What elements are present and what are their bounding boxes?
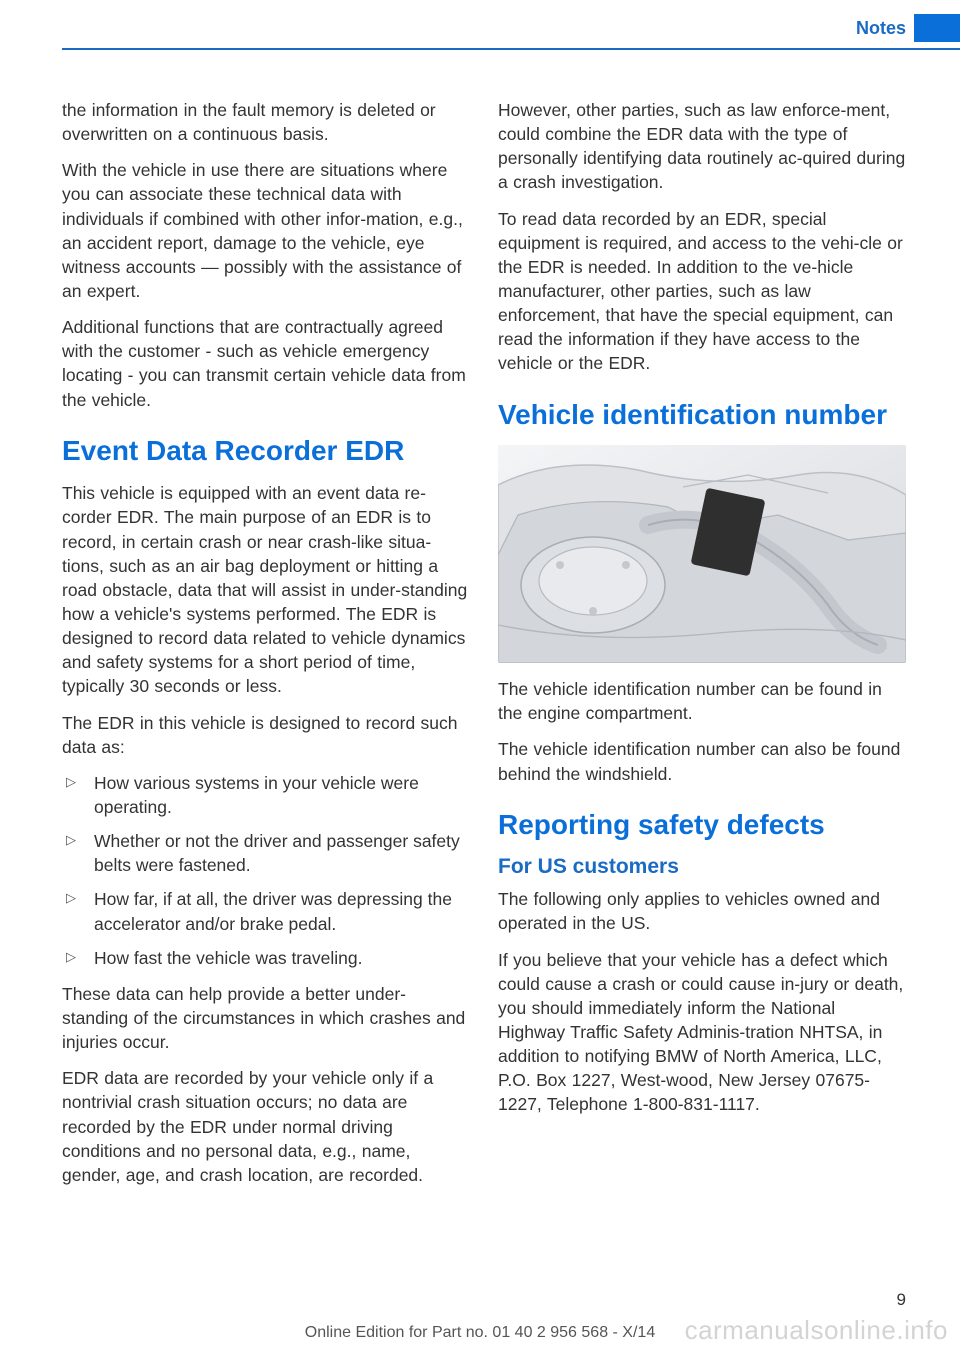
body-paragraph: The vehicle identification number can be…: [498, 677, 906, 725]
body-paragraph: The EDR in this vehicle is designed to r…: [62, 711, 470, 759]
vin-location-illustration: [498, 445, 906, 663]
left-column: the information in the fault memory is d…: [62, 98, 470, 1199]
header-accent-block: [914, 14, 960, 42]
body-paragraph: Additional functions that are contractua…: [62, 315, 470, 412]
subheading-us-customers: For US customers: [498, 855, 906, 879]
list-item: How fast the vehicle was traveling.: [62, 946, 470, 970]
list-item: How various systems in your vehicle were…: [62, 771, 470, 819]
page-content: the information in the fault memory is d…: [62, 98, 906, 1199]
page-header: Notes: [0, 18, 960, 48]
heading-safety-defects: Reporting safety defects: [498, 808, 906, 842]
list-item: Whether or not the driver and passenger …: [62, 829, 470, 877]
heading-edr: Event Data Recorder EDR: [62, 434, 470, 468]
body-paragraph: This vehicle is equipped with an event d…: [62, 481, 470, 698]
body-paragraph: If you believe that your vehicle has a d…: [498, 948, 906, 1117]
right-column: However, other parties, such as law enfo…: [498, 98, 906, 1199]
section-label: Notes: [856, 18, 906, 39]
body-paragraph: EDR data are recorded by your vehicle on…: [62, 1066, 470, 1187]
edr-data-list: How various systems in your vehicle were…: [62, 771, 470, 970]
body-paragraph: These data can help provide a better und…: [62, 982, 470, 1054]
page-number: 9: [897, 1290, 906, 1310]
heading-vin: Vehicle identification number: [498, 398, 906, 432]
page-footer: Online Edition for Part no. 01 40 2 956 …: [0, 1324, 960, 1342]
body-paragraph: However, other parties, such as law enfo…: [498, 98, 906, 195]
body-paragraph: With the vehicle in use there are situat…: [62, 158, 470, 303]
list-item: How far, if at all, the driver was depre…: [62, 887, 470, 935]
footer-edition-line: Online Edition for Part no. 01 40 2 956 …: [305, 1324, 655, 1341]
header-rule: [62, 48, 960, 50]
engine-compartment-icon: [498, 445, 906, 663]
body-paragraph: To read data recorded by an EDR, special…: [498, 207, 906, 376]
body-paragraph: The following only applies to vehicles o…: [498, 887, 906, 935]
body-paragraph: the information in the fault memory is d…: [62, 98, 470, 146]
body-paragraph: The vehicle identification number can al…: [498, 737, 906, 785]
